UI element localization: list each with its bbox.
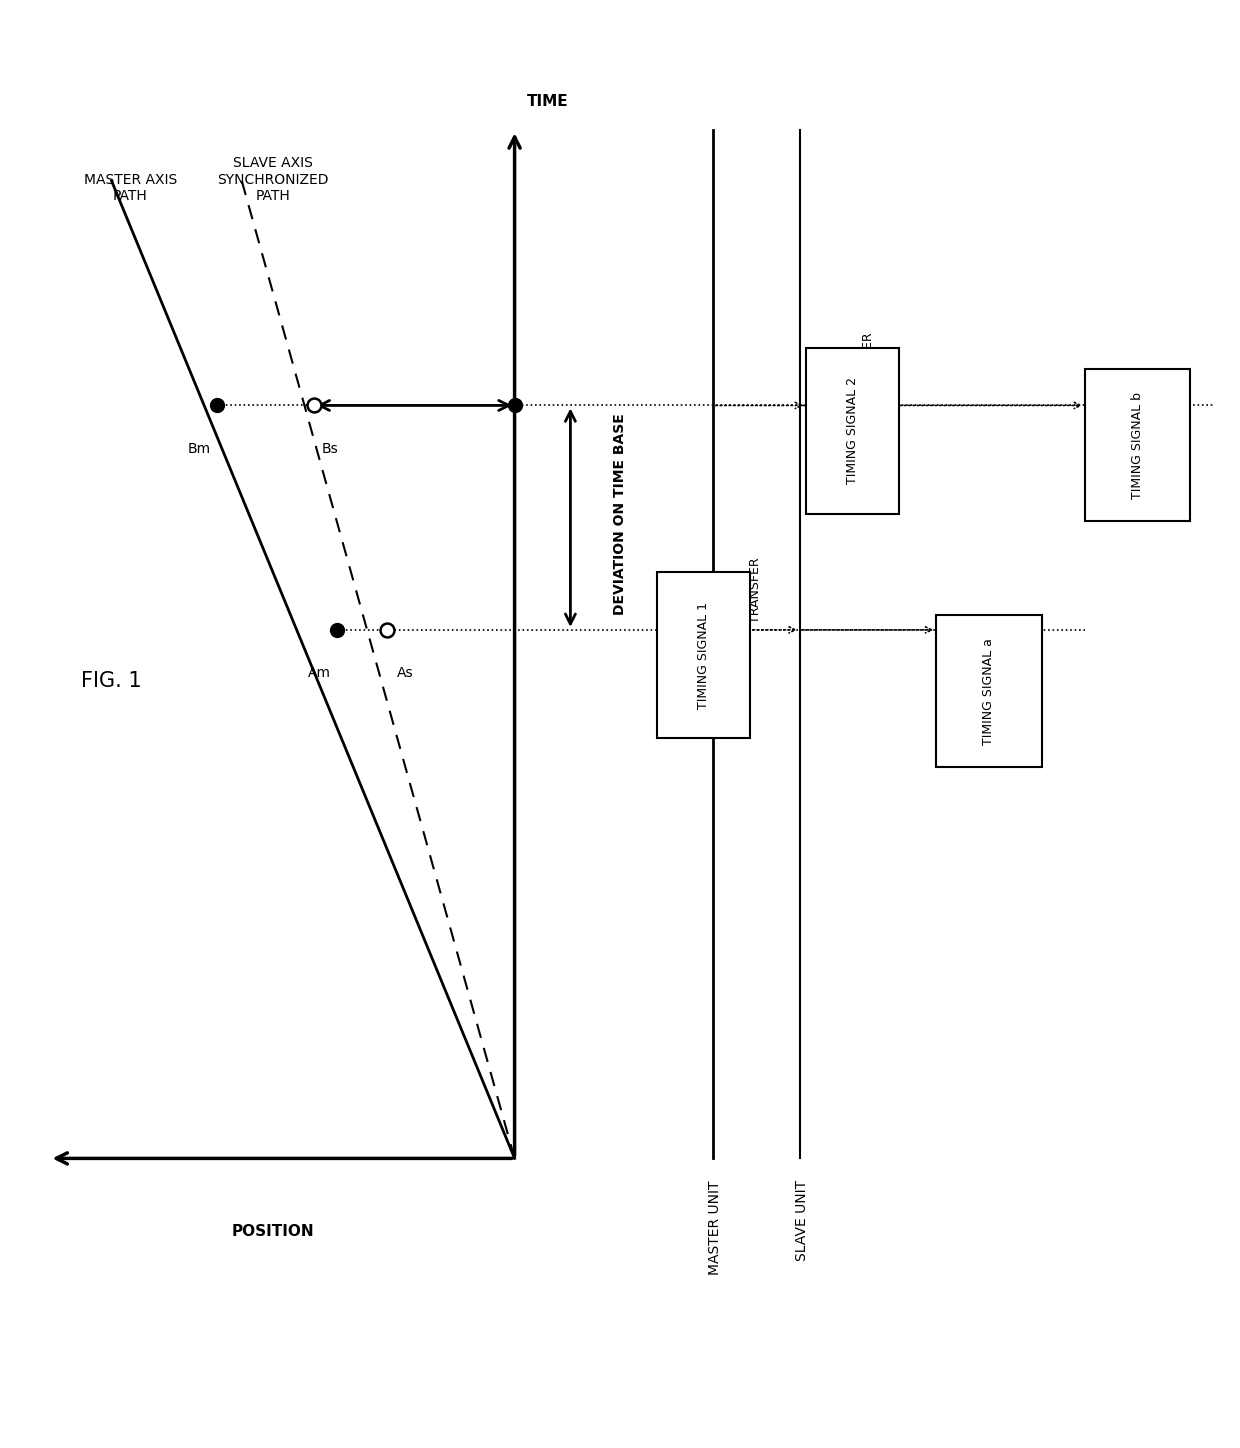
Text: TIME: TIME: [527, 94, 569, 109]
Text: TRANSFER: TRANSFER: [862, 333, 874, 398]
Text: As: As: [397, 666, 413, 681]
Text: SLAVE AXIS
SYNCHRONIZED
PATH: SLAVE AXIS SYNCHRONIZED PATH: [217, 156, 329, 203]
Text: Bs: Bs: [321, 442, 339, 456]
Text: MASTER UNIT: MASTER UNIT: [708, 1180, 723, 1274]
Text: Am: Am: [308, 666, 331, 681]
Text: DEVIATION ON TIME BASE: DEVIATION ON TIME BASE: [613, 413, 627, 615]
Text: SLAVE UNIT: SLAVE UNIT: [795, 1180, 810, 1261]
Bar: [1085, 369, 1190, 521]
Bar: [936, 615, 1042, 767]
Bar: [806, 348, 899, 514]
Text: FIG. 1: FIG. 1: [81, 670, 141, 691]
Text: TIMING SIGNAL 2: TIMING SIGNAL 2: [846, 378, 859, 484]
Text: POSITION: POSITION: [232, 1224, 314, 1238]
Text: TIMING SIGNAL a: TIMING SIGNAL a: [982, 639, 996, 744]
Text: TIMING SIGNAL 1: TIMING SIGNAL 1: [697, 602, 711, 708]
Bar: [657, 572, 750, 738]
Text: Bm: Bm: [187, 442, 211, 456]
Text: TRANSFER: TRANSFER: [749, 557, 761, 623]
Text: MASTER AXIS
PATH: MASTER AXIS PATH: [83, 172, 177, 203]
Text: TIMING SIGNAL b: TIMING SIGNAL b: [1131, 392, 1145, 498]
